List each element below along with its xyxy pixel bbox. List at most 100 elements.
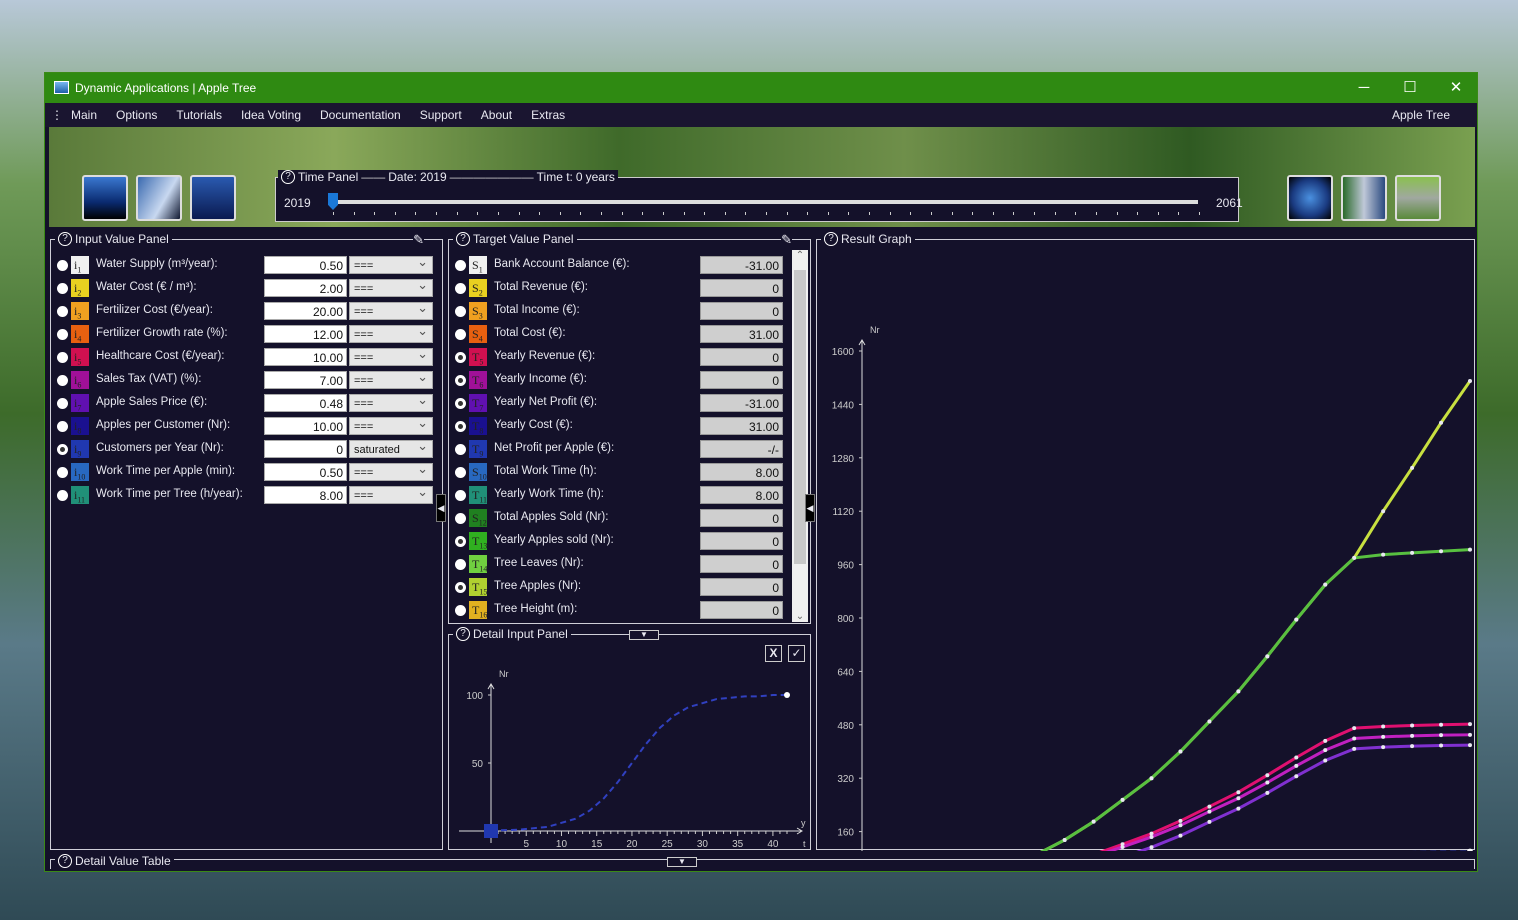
mode-select[interactable]: === (349, 345, 433, 366)
select-radio[interactable] (57, 306, 68, 317)
collapse-arrow-icon[interactable]: ◀ (805, 494, 815, 522)
value-input[interactable]: 12.00 (264, 325, 347, 343)
value-input[interactable]: 0 (264, 440, 347, 458)
mode-select[interactable]: === (349, 322, 433, 343)
slider-tick (642, 212, 644, 215)
select-radio[interactable] (455, 283, 466, 294)
help-icon[interactable]: ? (456, 232, 470, 246)
select-radio[interactable] (455, 605, 466, 616)
value-input[interactable]: 0.50 (264, 463, 347, 481)
select-radio[interactable] (57, 283, 68, 294)
select-radio[interactable] (455, 490, 466, 501)
scenario-thumb-2[interactable] (136, 175, 182, 221)
scrollbar[interactable]: ⌃ ⌄ (792, 250, 808, 622)
value-label: Sales Tax (VAT) (%): (96, 373, 202, 385)
select-radio[interactable] (57, 467, 68, 478)
slider-tick (1034, 212, 1036, 215)
select-radio[interactable] (455, 329, 466, 340)
help-icon[interactable]: ? (281, 170, 295, 184)
menu-options[interactable]: Options (116, 108, 158, 122)
menu-about[interactable]: About (480, 108, 513, 122)
select-radio[interactable] (57, 421, 68, 432)
mode-select[interactable]: === (349, 368, 433, 389)
edit-pencil-icon[interactable]: ✎ (413, 232, 424, 248)
mode-select[interactable]: === (349, 483, 433, 504)
select-radio[interactable] (455, 513, 466, 524)
green-building-thumb[interactable] (1395, 175, 1441, 221)
select-radio[interactable] (455, 375, 466, 386)
help-icon[interactable]: ? (824, 232, 838, 246)
confirm-button[interactable]: ✓ (788, 645, 805, 662)
help-icon[interactable]: ? (58, 854, 72, 868)
mode-select[interactable]: === (349, 414, 433, 435)
value-input[interactable]: 2.00 (264, 279, 347, 297)
select-radio[interactable] (57, 352, 68, 363)
value-input[interactable]: 8.00 (264, 486, 347, 504)
select-radio[interactable] (455, 536, 466, 547)
menu-tutorials[interactable]: Tutorials (176, 108, 222, 122)
data-point-T13 (1410, 550, 1415, 555)
mode-select[interactable]: === (349, 253, 433, 274)
time-slider-track[interactable] (334, 200, 1198, 204)
help-icon[interactable]: ? (58, 232, 72, 246)
mode-select[interactable]: === (349, 299, 433, 320)
value-label: Yearly Work Time (h): (494, 488, 604, 500)
select-radio[interactable] (57, 260, 68, 271)
select-radio[interactable] (455, 260, 466, 271)
y-tick-label: 100 (466, 691, 483, 702)
help-icon[interactable]: ? (456, 627, 470, 641)
select-radio[interactable] (455, 398, 466, 409)
expand-down-icon[interactable]: ▼ (667, 857, 697, 867)
value-input[interactable]: 0.48 (264, 394, 347, 412)
select-radio[interactable] (455, 444, 466, 455)
value-input[interactable]: 10.00 (264, 417, 347, 435)
menu-extras[interactable]: Extras (531, 108, 566, 122)
menu-support[interactable]: Support (419, 108, 462, 122)
mode-select[interactable]: saturated (349, 437, 433, 458)
select-radio[interactable] (455, 582, 466, 593)
value-label: Yearly Net Profit (€): (494, 396, 598, 408)
select-radio[interactable] (455, 306, 466, 317)
select-radio[interactable] (57, 490, 68, 501)
time-slider-thumb[interactable] (328, 193, 338, 210)
detail-table-title: Detail Value Table (75, 854, 171, 868)
value-input[interactable]: 0.50 (264, 256, 347, 274)
edit-pencil-icon[interactable]: ✎ (781, 232, 792, 248)
detail-input-chart[interactable]: 5 10 15 20 25 30 35 40 50 100 Nr t y (449, 635, 812, 851)
door-thumb[interactable] (190, 175, 236, 221)
earth-thumb[interactable] (1287, 175, 1333, 221)
scroll-down-icon[interactable]: ⌄ (795, 611, 805, 622)
select-radio[interactable] (455, 559, 466, 570)
mode-select[interactable]: === (349, 460, 433, 481)
slider-tick (1157, 212, 1159, 215)
collapse-down-icon[interactable]: ▼ (629, 630, 659, 640)
value-input[interactable]: 20.00 (264, 302, 347, 320)
cancel-button[interactable]: X (765, 645, 782, 662)
menu-documentation[interactable]: Documentation (320, 108, 401, 122)
value-input[interactable]: 7.00 (264, 371, 347, 389)
data-point-T6 (1323, 748, 1328, 753)
slider-tick (662, 212, 664, 215)
minimize-button[interactable]: ─ (1358, 79, 1370, 96)
mode-select[interactable]: === (349, 391, 433, 412)
menu-main[interactable]: Main (71, 108, 98, 122)
select-radio[interactable] (455, 467, 466, 478)
select-radio[interactable] (57, 375, 68, 386)
value-input[interactable]: 10.00 (264, 348, 347, 366)
select-radio[interactable] (57, 398, 68, 409)
select-radio[interactable] (455, 421, 466, 432)
select-radio[interactable] (455, 352, 466, 363)
scroll-up-icon[interactable]: ⌃ (795, 250, 805, 261)
menu-idea-voting[interactable]: Idea Voting (240, 108, 302, 122)
scrollbar-thumb[interactable] (794, 270, 806, 564)
mode-select[interactable]: === (349, 276, 433, 297)
select-radio[interactable] (57, 329, 68, 340)
result-graph-title: Result Graph (841, 232, 912, 246)
close-button[interactable]: ✕ (1449, 79, 1463, 96)
collage-thumb[interactable] (1341, 175, 1387, 221)
y-tick-label: 50 (472, 759, 484, 770)
scenario-thumb-1[interactable] (82, 175, 128, 221)
maximize-button[interactable]: ☐ (1403, 79, 1417, 96)
select-radio[interactable] (57, 444, 68, 455)
collapse-arrow-icon[interactable]: ◀ (436, 494, 446, 522)
